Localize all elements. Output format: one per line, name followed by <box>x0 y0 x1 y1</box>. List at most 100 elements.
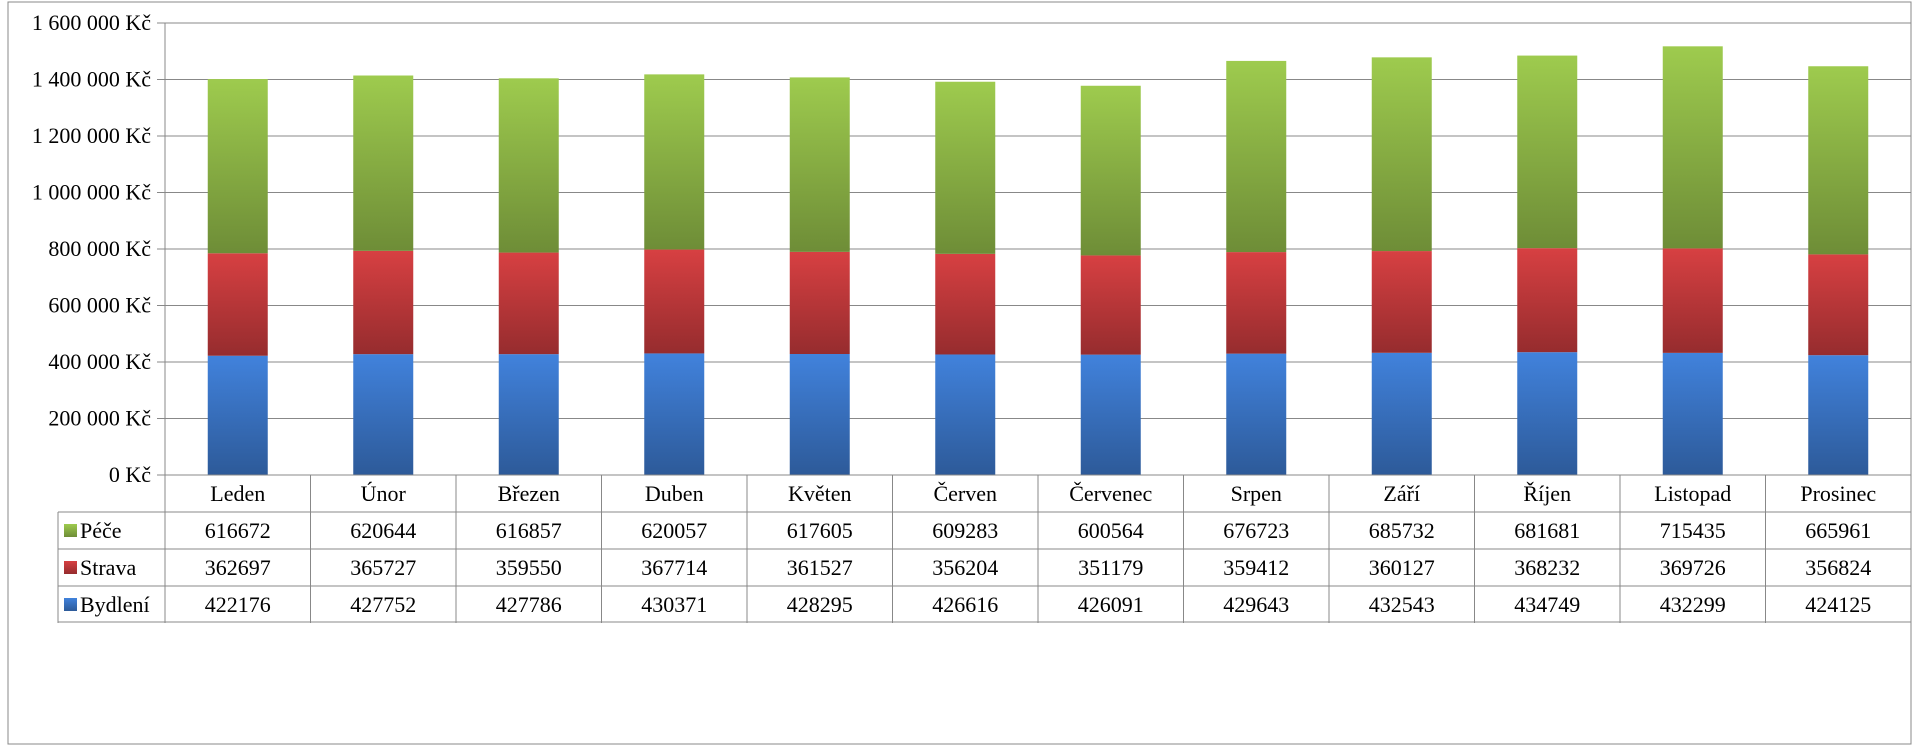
table-cell-value: 426616 <box>932 592 998 617</box>
category-label: Květen <box>788 481 852 506</box>
bar-bydlení-11 <box>1662 352 1723 475</box>
bar-bydlení-6 <box>935 354 996 475</box>
table-cell-value: 365727 <box>350 555 416 580</box>
category-label: Červenec <box>1069 481 1152 506</box>
table-cell-value: 430371 <box>641 592 707 617</box>
bar-bydlení-3 <box>498 354 559 475</box>
bar-bydlení-9 <box>1371 352 1432 475</box>
category-label: Duben <box>645 481 704 506</box>
bar-péče-11 <box>1662 46 1723 249</box>
bar-péče-4 <box>644 74 705 250</box>
legend-label-bydlení: Bydlení <box>80 592 150 617</box>
bar-strava-10 <box>1517 248 1578 353</box>
bar-bydlení-10 <box>1517 352 1578 475</box>
bar-péče-6 <box>935 81 996 254</box>
table-cell-value: 616672 <box>205 518 271 543</box>
bar-bydlení-4 <box>644 353 705 475</box>
legend-key-strava <box>64 561 77 574</box>
bar-péče-1 <box>207 79 268 254</box>
table-cell-value: 428295 <box>787 592 853 617</box>
table-cell-value: 368232 <box>1514 555 1580 580</box>
table-cell-value: 422176 <box>205 592 271 617</box>
table-cell-value: 359550 <box>496 555 562 580</box>
table-cell-value: 351179 <box>1078 555 1143 580</box>
y-tick-label: 1 000 000 Kč <box>32 180 151 205</box>
y-tick-label: 600 000 Kč <box>48 293 151 318</box>
table-cell-value: 665961 <box>1805 518 1871 543</box>
table-cell-value: 426091 <box>1078 592 1144 617</box>
table-cell-value: 356824 <box>1805 555 1871 580</box>
bar-strava-1 <box>207 253 268 356</box>
bar-bydlení-2 <box>353 354 414 475</box>
category-label: Leden <box>210 481 265 506</box>
category-label: Srpen <box>1231 481 1282 506</box>
category-label: Červen <box>933 481 997 506</box>
table-cell-value: 432299 <box>1660 592 1726 617</box>
data-table: Leden Únor Březen Duben Květen Červen Červenec… <box>57 474 1912 623</box>
bar-strava-5 <box>789 251 850 355</box>
bar-bydlení-8 <box>1226 353 1287 475</box>
legend-label-péče: Péče <box>80 518 122 543</box>
category-label: Prosinec <box>1800 481 1876 506</box>
bar-bydlení-12 <box>1808 355 1869 475</box>
table-cell-value: 359412 <box>1223 555 1289 580</box>
bar-bydlení-7 <box>1080 354 1141 475</box>
bar-strava-9 <box>1371 251 1432 353</box>
bars <box>207 46 1869 475</box>
bar-strava-6 <box>935 253 996 355</box>
y-tick-label: 1 400 000 Kč <box>32 67 151 92</box>
table-cell-value: 600564 <box>1078 518 1144 543</box>
category-label: Listopad <box>1654 481 1731 506</box>
table-cell-value: 617605 <box>787 518 853 543</box>
bar-péče-3 <box>498 78 559 253</box>
bar-strava-11 <box>1662 248 1723 353</box>
bar-strava-7 <box>1080 255 1141 355</box>
table-cell-value: 362697 <box>205 555 271 580</box>
table-cell-value: 360127 <box>1369 555 1435 580</box>
table-cell-value: 356204 <box>932 555 998 580</box>
table-cell-value: 676723 <box>1223 518 1289 543</box>
table-cell-value: 681681 <box>1514 518 1580 543</box>
table-cell-value: 715435 <box>1660 518 1726 543</box>
table-cell-value: 616857 <box>496 518 562 543</box>
bar-strava-4 <box>644 249 705 354</box>
table-cell-value: 434749 <box>1514 592 1580 617</box>
category-label: Říjen <box>1523 481 1571 506</box>
table-cell-value: 685732 <box>1369 518 1435 543</box>
bar-strava-12 <box>1808 254 1869 356</box>
y-axis: 0 Kč 200 000 Kč 400 000 Kč 600 000 Kč 800 00… <box>32 10 166 487</box>
y-tick-label: 800 000 Kč <box>48 236 151 261</box>
table-cell-value: 620057 <box>641 518 707 543</box>
legend-key-bydlení <box>64 598 77 611</box>
y-tick-label: 1 600 000 Kč <box>32 10 151 35</box>
bar-péče-8 <box>1226 60 1287 253</box>
bar-strava-8 <box>1226 252 1287 354</box>
y-tick-label: 0 Kč <box>109 462 151 487</box>
bar-péče-10 <box>1517 55 1578 249</box>
bar-strava-3 <box>498 252 559 355</box>
bar-bydlení-1 <box>207 355 268 475</box>
y-tick-label: 400 000 Kč <box>48 349 151 374</box>
table-cell-value: 361527 <box>787 555 853 580</box>
table-cell-value: 620644 <box>350 518 416 543</box>
table-cell-value: 424125 <box>1805 592 1871 617</box>
table-cell-value: 609283 <box>932 518 998 543</box>
bar-strava-2 <box>353 250 414 355</box>
table-cell-value: 427752 <box>350 592 416 617</box>
legend-label-strava: Strava <box>80 555 136 580</box>
category-label: Únor <box>361 481 407 506</box>
bar-péče-2 <box>353 75 414 251</box>
table-cell-value: 369726 <box>1660 555 1726 580</box>
table-cell-value: 432543 <box>1369 592 1435 617</box>
chart-frame <box>7 1 1912 745</box>
bar-péče-9 <box>1371 57 1432 252</box>
legend-key-péče <box>64 524 77 537</box>
bar-péče-12 <box>1808 66 1869 255</box>
table-cell-value: 367714 <box>641 555 707 580</box>
bar-bydlení-5 <box>789 354 850 475</box>
bar-péče-7 <box>1080 85 1141 256</box>
table-cell-value: 427786 <box>496 592 562 617</box>
table-cell-value: 429643 <box>1223 592 1289 617</box>
